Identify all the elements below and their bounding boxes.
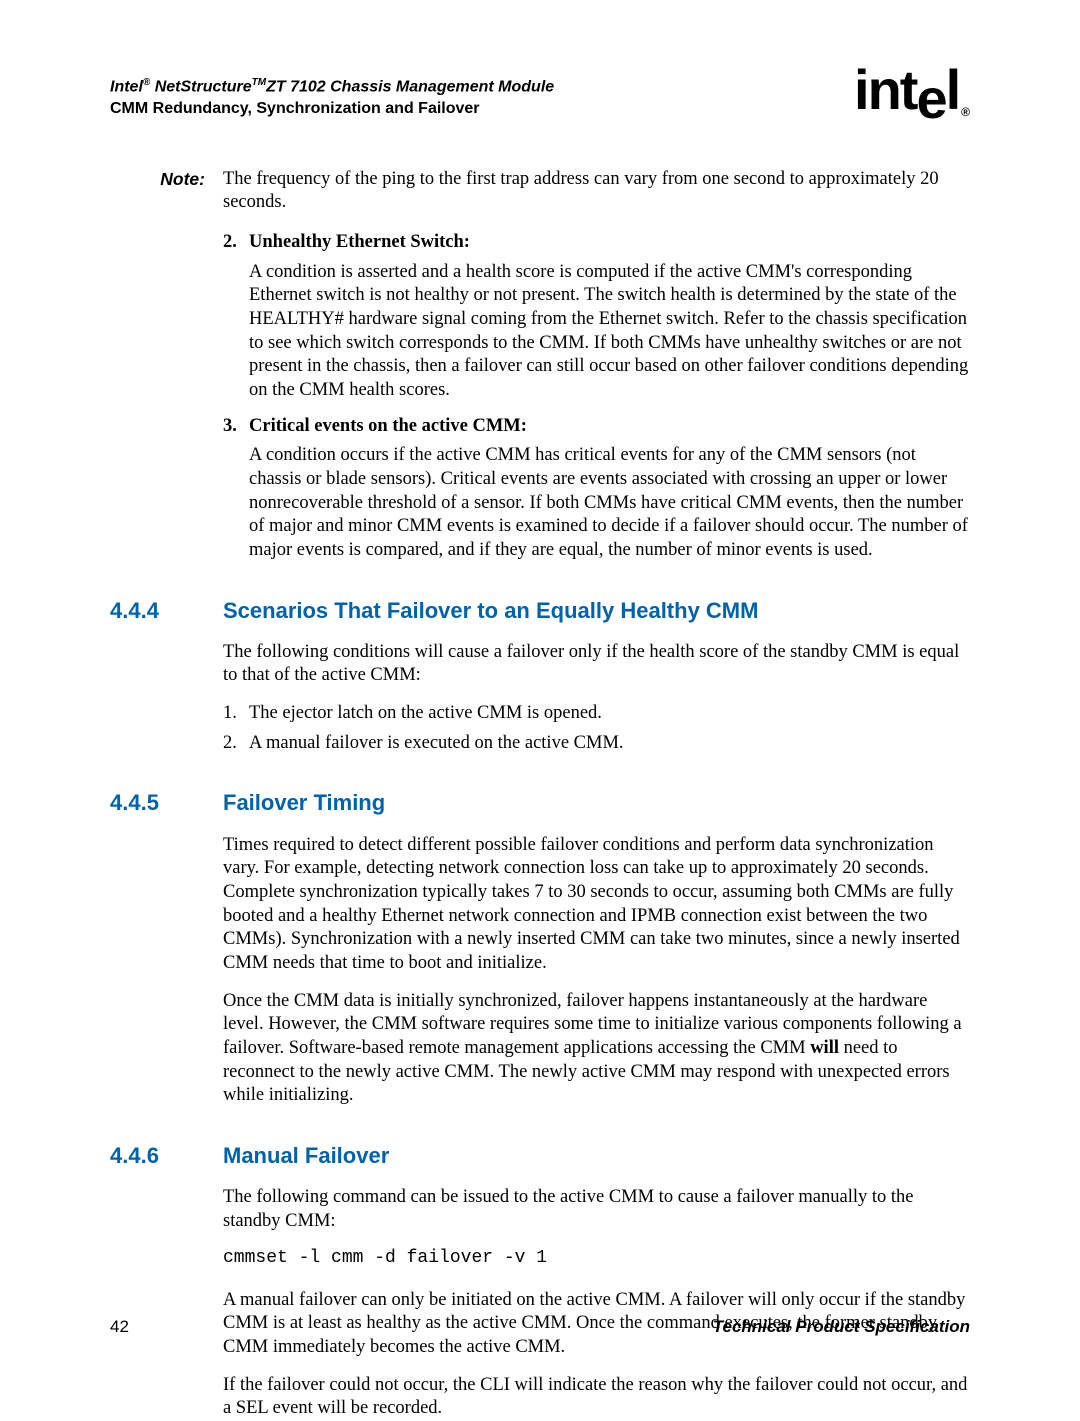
page-header: Intel ® NetStructureTMZT 7102 Chassis Man…	[110, 62, 970, 120]
logo-part3: l	[946, 58, 960, 121]
s444-intro: The following conditions will cause a fa…	[223, 641, 970, 688]
content-area: Note: The frequency of the ping to the f…	[110, 120, 970, 1421]
li2-body: A condition is asserted and a health sco…	[249, 261, 970, 403]
logo-reg: ®	[961, 105, 970, 119]
list-item-3: 3. Critical events on the active CMM: A …	[223, 415, 970, 563]
li3-num: 3.	[223, 415, 249, 439]
section-446-title: Manual Failover	[223, 1142, 389, 1170]
footer-doc-title: Technical Product Specification	[713, 1317, 970, 1337]
s444-ol2: 2. A manual failover is executed on the …	[223, 732, 970, 756]
s446-p1: The following command can be issued to t…	[223, 1186, 970, 1233]
li2-head-row: 2. Unhealthy Ethernet Switch:	[223, 231, 970, 255]
note-block: Note: The frequency of the ping to the f…	[110, 168, 970, 215]
s446-code: cmmset -l cmm -d failover -v 1	[223, 1247, 970, 1270]
s444-ol1-text: The ejector latch on the active CMM is o…	[249, 702, 602, 726]
li2-head: Unhealthy Ethernet Switch:	[249, 231, 470, 255]
s445-p1: Times required to detect different possi…	[223, 834, 970, 976]
section-444-heading: 4.4.4 Scenarios That Failover to an Equa…	[110, 597, 970, 625]
section-445-heading: 4.4.5 Failover Timing	[110, 789, 970, 817]
header-product-line: Intel® NetStructureTMZT 7102 Chassis Man…	[110, 76, 554, 98]
intel-logo: intel®	[854, 62, 970, 118]
li2-num: 2.	[223, 231, 249, 255]
section-444-num: 4.4.4	[110, 597, 223, 625]
hdr-prefix: Intel	[110, 78, 143, 95]
section-445-num: 4.4.5	[110, 789, 223, 817]
s444-ol1-num: 1.	[223, 702, 249, 726]
s444-ol1: 1. The ejector latch on the active CMM i…	[223, 702, 970, 726]
section-446-heading: 4.4.6 Manual Failover	[110, 1142, 970, 1170]
li3-head-row: 3. Critical events on the active CMM:	[223, 415, 970, 439]
li3-head: Critical events on the active CMM:	[249, 415, 527, 439]
page: Intel ® NetStructureTMZT 7102 Chassis Man…	[0, 0, 1080, 1397]
hdr-tm: TM	[252, 77, 266, 88]
s445-p2b: will	[810, 1038, 839, 1058]
s444-ol2-num: 2.	[223, 732, 249, 756]
section-444-title: Scenarios That Failover to an Equally He…	[223, 597, 758, 625]
list-item-2: 2. Unhealthy Ethernet Switch: A conditio…	[223, 231, 970, 403]
note-label: Note:	[110, 168, 223, 215]
page-number: 42	[110, 1317, 129, 1337]
s445-p2: Once the CMM data is initially synchroni…	[223, 990, 970, 1108]
logo-part1: int	[854, 58, 916, 121]
hdr-mid: NetStructure	[150, 78, 251, 95]
section-446-num: 4.4.6	[110, 1142, 223, 1170]
note-body: The frequency of the ping to the first t…	[223, 168, 970, 215]
logo-part2: e	[916, 67, 945, 130]
section-445-title: Failover Timing	[223, 789, 385, 817]
s444-ol2-text: A manual failover is executed on the act…	[249, 732, 624, 756]
hdr-suffix: ZT 7102 Chassis Management Module	[266, 78, 554, 95]
page-footer: 42 Technical Product Specification	[110, 1317, 970, 1337]
li3-body: A condition occurs if the active CMM has…	[249, 444, 970, 562]
header-subtitle: CMM Redundancy, Synchronization and Fail…	[110, 98, 554, 120]
header-text-block: Intel® NetStructureTMZT 7102 Chassis Man…	[110, 62, 554, 120]
s446-p3: If the failover could not occur, the CLI…	[223, 1374, 970, 1421]
